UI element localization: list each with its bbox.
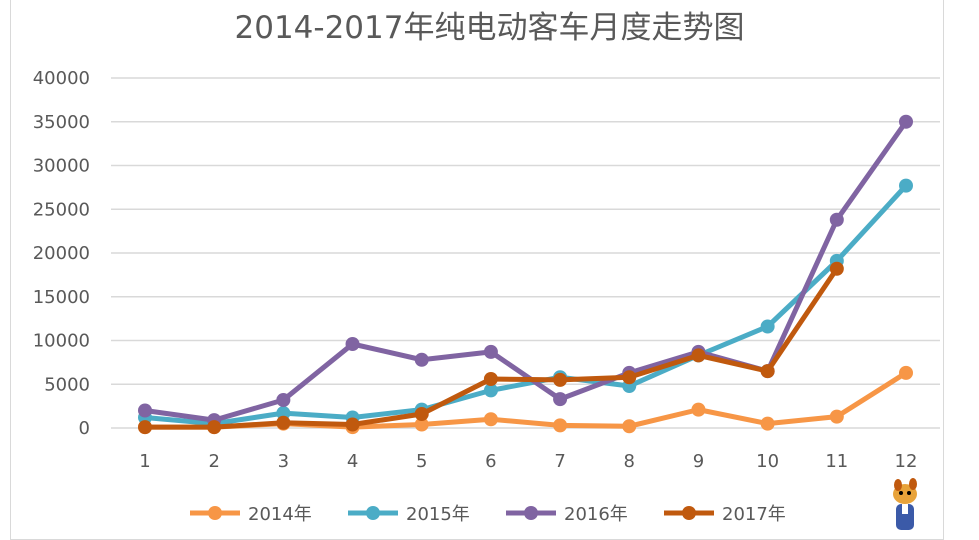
- series-line-2016年: [144, 120, 909, 423]
- data-point: [691, 348, 706, 363]
- data-point: [138, 403, 152, 418]
- legend-label: 2017年: [722, 504, 786, 525]
- data-point: [553, 392, 568, 407]
- data-point: [414, 407, 429, 421]
- data-point: [622, 419, 637, 434]
- legend-marker: [366, 506, 380, 520]
- data-point: [622, 370, 637, 385]
- x-tick-label: 5: [416, 451, 427, 472]
- x-tick-label: 3: [278, 451, 289, 472]
- legend-marker: [208, 506, 222, 520]
- legend-label: 2015年: [406, 504, 470, 525]
- data-point: [483, 372, 498, 386]
- data-point: [829, 409, 844, 424]
- data-point: [414, 352, 429, 367]
- x-tick-label: 1: [139, 451, 150, 472]
- x-tick-label: 10: [756, 451, 779, 472]
- series-line-2015年: [144, 183, 908, 427]
- data-point: [760, 319, 775, 334]
- data-point: [899, 365, 913, 380]
- data-point: [138, 420, 152, 435]
- y-tick-label: 25000: [33, 199, 90, 220]
- y-tick-label: 40000: [33, 68, 90, 89]
- data-point: [829, 212, 844, 227]
- data-point: [829, 261, 844, 276]
- y-tick-label: 5000: [44, 374, 90, 395]
- legend-label: 2014年: [248, 504, 312, 525]
- data-point: [483, 383, 498, 398]
- data-point: [760, 416, 775, 431]
- data-point: [553, 372, 568, 387]
- data-point: [276, 393, 291, 407]
- data-point: [483, 344, 498, 359]
- x-tick-label: 9: [693, 451, 704, 472]
- data-point: [691, 402, 706, 417]
- x-tick-label: 8: [624, 451, 635, 472]
- chart-title: 2014-2017年纯电动客车月度走势图: [234, 10, 745, 46]
- y-tick-label: 0: [79, 418, 90, 439]
- data-point: [207, 420, 222, 435]
- x-tick-label: 11: [825, 451, 848, 472]
- y-tick-label: 35000: [33, 112, 90, 133]
- x-tick-label: 6: [485, 451, 496, 472]
- data-point: [899, 178, 913, 193]
- data-point: [760, 364, 775, 379]
- y-tick-label: 20000: [33, 243, 90, 264]
- data-point: [553, 418, 568, 433]
- y-tick-label: 15000: [33, 287, 90, 308]
- data-point: [276, 415, 291, 430]
- data-point: [483, 412, 498, 427]
- x-tick-label: 4: [347, 451, 358, 472]
- legend-marker: [524, 506, 538, 520]
- data-point: [414, 417, 429, 432]
- x-tick-label: 2: [208, 451, 219, 472]
- mascot-icon: [893, 478, 917, 530]
- legend-marker: [682, 506, 696, 520]
- data-point: [899, 114, 913, 129]
- y-tick-label: 30000: [33, 156, 90, 177]
- y-tick-label: 10000: [33, 331, 90, 352]
- x-tick-label: 7: [554, 451, 565, 472]
- data-point: [345, 417, 360, 432]
- legend-label: 2016年: [564, 504, 628, 525]
- data-point: [276, 406, 291, 421]
- data-point: [345, 337, 360, 351]
- x-tick-label: 12: [895, 451, 918, 472]
